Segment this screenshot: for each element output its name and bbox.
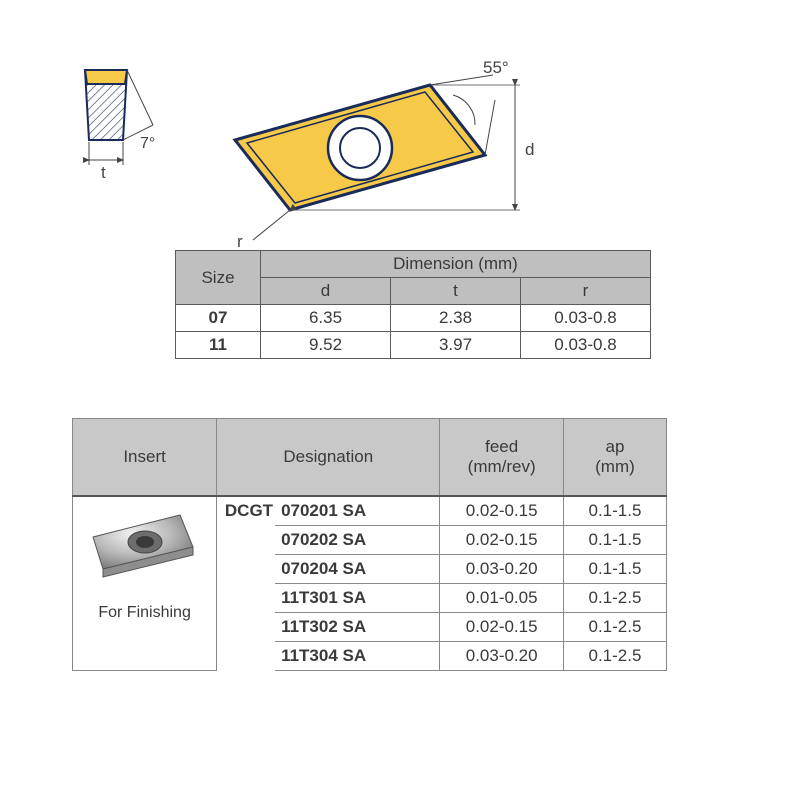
- insert-table: Insert Designation feed (mm/rev) ap (mm)…: [72, 418, 667, 671]
- designation-prefix: DCGT: [217, 496, 275, 671]
- dimension-header: Dimension (mm): [261, 251, 651, 278]
- insert-image-cell: For Finishing: [73, 496, 217, 671]
- insert-diagram-svg: 7° t 55° d r: [60, 60, 620, 250]
- feed-cell: 0.02-0.15: [440, 613, 564, 642]
- feed-cell: 0.03-0.20: [440, 555, 564, 584]
- ap-cell: 0.1-2.5: [563, 613, 666, 642]
- size-table: Size Dimension (mm) d t r 07 6.35 2.38 0…: [175, 250, 651, 359]
- side-profile: 7° t: [85, 70, 155, 182]
- d-cell: 6.35: [261, 305, 391, 332]
- feed-cell: 0.02-0.15: [440, 526, 564, 555]
- t-label: t: [101, 163, 106, 182]
- designation-header: Designation: [217, 419, 440, 497]
- d-label: d: [525, 140, 534, 159]
- feed-cell: 0.02-0.15: [440, 496, 564, 526]
- designation-cell: 11T304 SA: [275, 642, 440, 671]
- feed-cell: 0.01-0.05: [440, 584, 564, 613]
- angle-side-label: 7°: [140, 135, 155, 152]
- designation-cell: 070202 SA: [275, 526, 440, 555]
- feed-header: feed (mm/rev): [440, 419, 564, 497]
- designation-cell: 11T302 SA: [275, 613, 440, 642]
- diagram-area: 7° t 55° d r: [60, 60, 620, 250]
- size-header: Size: [176, 251, 261, 305]
- d-cell: 9.52: [261, 332, 391, 359]
- ap-header: ap (mm): [563, 419, 666, 497]
- ap-cell: 0.1-1.5: [563, 526, 666, 555]
- size-row: 11 9.52 3.97 0.03-0.8: [176, 332, 651, 359]
- insert-row: For Finishing DCGT 070201 SA 0.02-0.15 0…: [73, 496, 667, 526]
- insert-rendering-icon: [85, 507, 205, 587]
- designation-cell: 070204 SA: [275, 555, 440, 584]
- ap-cell: 0.1-2.5: [563, 642, 666, 671]
- col-t: t: [391, 278, 521, 305]
- designation-cell: 11T301 SA: [275, 584, 440, 613]
- size-cell: 07: [176, 305, 261, 332]
- t-cell: 3.97: [391, 332, 521, 359]
- size-row: 07 6.35 2.38 0.03-0.8: [176, 305, 651, 332]
- ap-cell: 0.1-1.5: [563, 496, 666, 526]
- size-cell: 11: [176, 332, 261, 359]
- r-label: r: [237, 232, 243, 250]
- col-d: d: [261, 278, 391, 305]
- ap-cell: 0.1-1.5: [563, 555, 666, 584]
- t-cell: 2.38: [391, 305, 521, 332]
- designation-cell: 070201 SA: [275, 496, 440, 526]
- ap-cell: 0.1-2.5: [563, 584, 666, 613]
- top-view: 55° d r: [235, 60, 534, 250]
- insert-header: Insert: [73, 419, 217, 497]
- feed-cell: 0.03-0.20: [440, 642, 564, 671]
- r-cell: 0.03-0.8: [521, 332, 651, 359]
- angle-top-label: 55°: [483, 60, 509, 77]
- col-r: r: [521, 278, 651, 305]
- r-cell: 0.03-0.8: [521, 305, 651, 332]
- insert-label: For Finishing: [79, 604, 210, 622]
